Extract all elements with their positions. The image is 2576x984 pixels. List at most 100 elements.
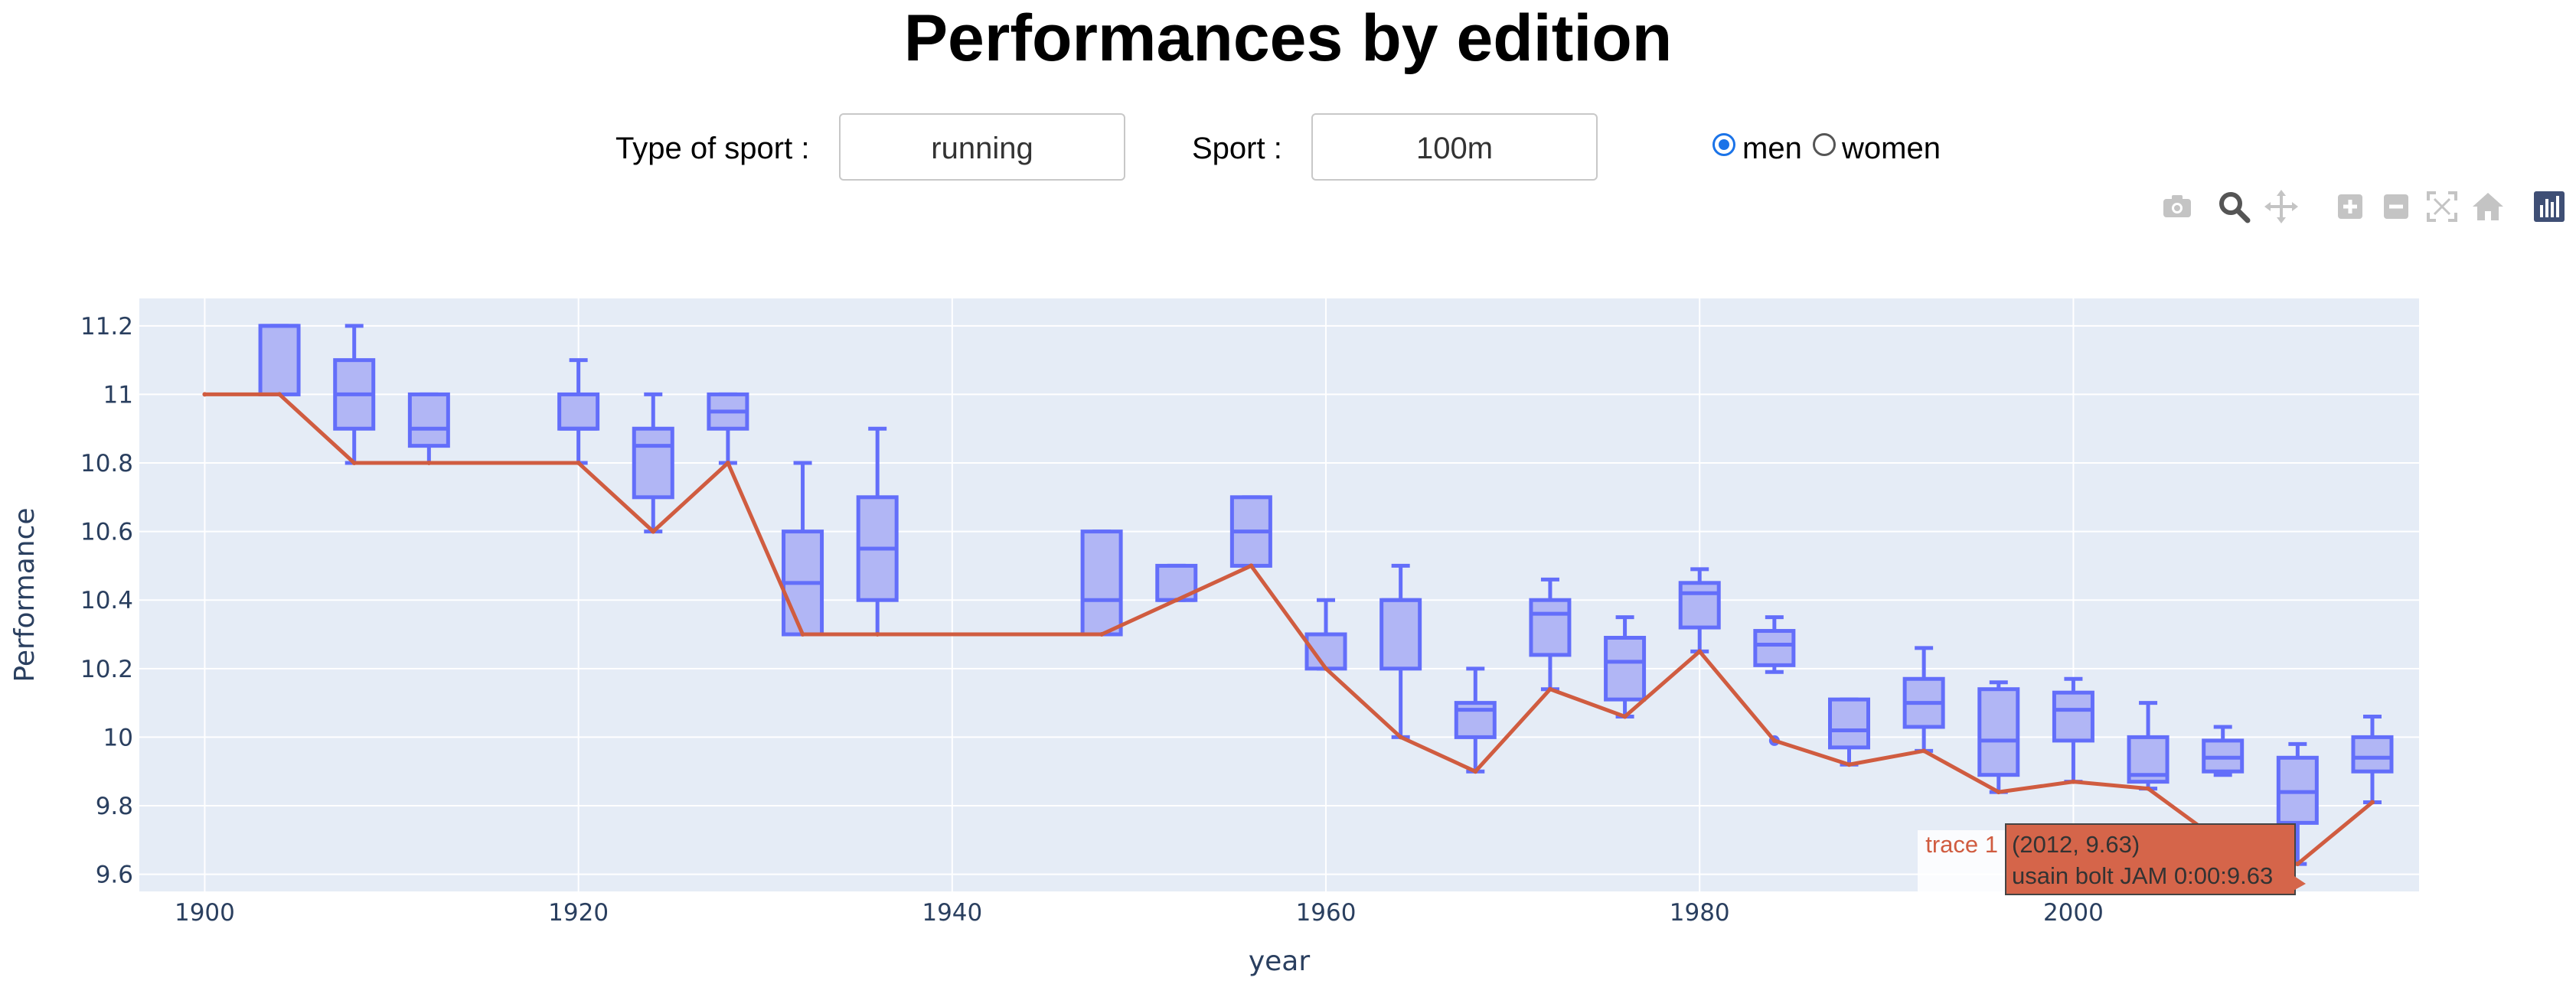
trace-1-point <box>426 461 432 466</box>
box-1920 <box>557 358 600 465</box>
gender-radio-women-label[interactable]: women <box>1842 132 1941 165</box>
box-1964 <box>1379 563 1422 739</box>
trace-1-point <box>1996 790 2001 795</box>
trace-1-point <box>1697 649 1703 654</box>
trace-1-point <box>800 632 805 637</box>
y-tick-label: 10.4 <box>80 587 133 614</box>
x-tick-label: 1920 <box>548 899 609 927</box>
sport-input[interactable]: 100m <box>1311 113 1598 181</box>
box-iqr <box>1155 563 1198 602</box>
box-iqr <box>1604 635 1647 702</box>
box-1996 <box>1977 680 2020 794</box>
page-title: Performances by edition <box>903 2 1673 75</box>
y-tick-label: 9.6 <box>96 862 133 889</box>
sport-label: Sport : <box>1192 132 1282 165</box>
x-axis-title: year <box>1249 946 1311 977</box>
y-axis-title: Performance <box>9 507 41 682</box>
hover-tooltip: trace 1 (2012, 9.63) usain bolt JAM 0:00:9… <box>1918 823 2306 899</box>
trace-1-point <box>1099 632 1105 637</box>
filter-controls: Type of sport : running Sport : 100m men… <box>0 113 2576 184</box>
box-iqr <box>258 324 301 396</box>
trace-1-point <box>1324 666 1329 671</box>
camera-icon[interactable] <box>2159 188 2196 225</box>
box-iqr <box>1379 598 1422 671</box>
trace-1-point <box>1249 563 1254 569</box>
trace-1-point <box>1921 748 1927 754</box>
tooltip-coordinates: (2012, 9.63) <box>2012 831 2140 858</box>
plotly-logo-icon[interactable] <box>2531 188 2568 225</box>
box-iqr <box>1753 629 1796 667</box>
y-tick-label: 11.2 <box>80 313 133 340</box>
trace-1-point <box>651 529 656 534</box>
tooltip-trace-name: trace 1 <box>1925 831 1998 858</box>
plot-area[interactable] <box>139 298 2419 891</box>
box-2008 <box>2202 725 2245 777</box>
line-series <box>202 392 2375 867</box>
box-iqr <box>2351 735 2394 774</box>
trace-1-point <box>2369 800 2375 805</box>
trace-1-point <box>2295 862 2300 867</box>
trace-1-point <box>351 461 357 466</box>
box-iqr <box>1977 687 2020 777</box>
zoom-out-icon[interactable] <box>2378 188 2414 225</box>
trace-1-point <box>1473 769 1478 774</box>
trace-1-point <box>202 392 207 397</box>
box-iqr <box>1828 697 1870 750</box>
box-1980 <box>1678 567 1721 653</box>
trace-1-point <box>576 461 581 466</box>
x-tick-label: 2000 <box>2043 899 2104 927</box>
box-1968 <box>1454 666 1497 774</box>
y-tick-label: 10.6 <box>80 519 133 546</box>
box-iqr <box>557 392 600 431</box>
tooltip-pointer <box>2292 875 2306 891</box>
box-iqr <box>632 426 674 500</box>
box-1948 <box>1080 529 1123 637</box>
y-tick-label: 11 <box>103 381 133 409</box>
box-iqr <box>1529 598 1572 657</box>
y-tick-label: 10.2 <box>80 656 133 683</box>
x-tick-label: 1980 <box>1670 899 1730 927</box>
type-of-sport-label: Type of sport : <box>615 132 810 165</box>
trace-1-point <box>1622 714 1628 719</box>
box-1908 <box>333 324 376 465</box>
box-iqr <box>407 392 450 448</box>
pan-icon[interactable] <box>2263 188 2300 225</box>
box-2004 <box>2127 701 2170 791</box>
trace-1-point <box>875 632 880 637</box>
box-1924 <box>632 392 674 534</box>
box-2012 <box>2276 741 2319 866</box>
box-1988 <box>1828 697 1870 767</box>
box-series <box>258 324 2394 866</box>
box-1928 <box>707 392 749 465</box>
x-tick-label: 1940 <box>922 899 982 927</box>
gender-radio-men[interactable] <box>1712 133 1735 156</box>
x-tick-label: 1900 <box>175 899 235 927</box>
box-1984 <box>1753 615 1796 746</box>
box-iqr <box>1678 581 1721 630</box>
zoom-in-icon[interactable] <box>2332 188 2369 225</box>
box-iqr <box>2052 690 2094 743</box>
x-tick-label: 1960 <box>1296 899 1357 927</box>
trace-1-point <box>277 392 282 397</box>
autoscale-icon[interactable] <box>2424 188 2460 225</box>
trace-1-point <box>1398 735 1403 740</box>
zoom-icon[interactable] <box>2215 188 2252 225</box>
box-1904 <box>258 324 301 396</box>
plot-modebar <box>2159 188 2565 228</box>
axes: 9.6 9.8 10 10.2 10.4 10.6 10.8 11 11.2 1900 1920 19… <box>80 313 2104 927</box>
home-icon[interactable] <box>2470 188 2506 225</box>
tooltip-name-backdrop <box>1918 830 2006 899</box>
trace-1-point <box>1771 738 1777 743</box>
tooltip-athlete: usain bolt JAM 0:00:9.63 <box>2012 862 2273 889</box>
trace-1-point <box>2146 786 2151 791</box>
box-1972 <box>1529 577 1572 692</box>
gender-radio-men-label[interactable]: men <box>1742 132 1802 165</box>
type-of-sport-input[interactable]: running <box>839 113 1125 181</box>
y-tick-label: 9.8 <box>96 793 133 820</box>
box-1956 <box>1229 495 1272 568</box>
y-tick-label: 10 <box>103 724 133 751</box>
trace-1-point <box>2071 779 2076 784</box>
trace-1-point <box>1547 686 1552 692</box>
gender-radio-women[interactable] <box>1813 133 1836 156</box>
